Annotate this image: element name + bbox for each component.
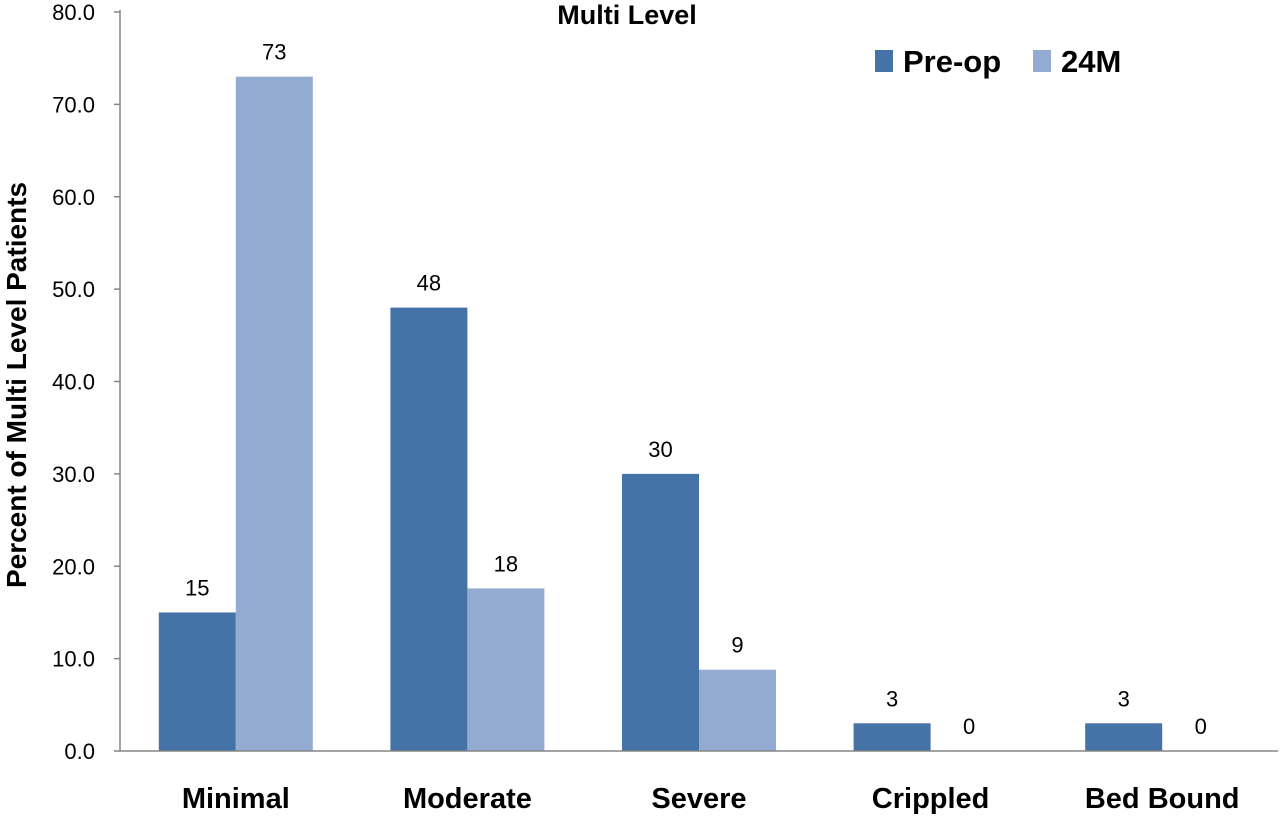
legend-label-24m: 24M bbox=[1061, 44, 1121, 79]
data-label-24m-moderate: 18 bbox=[494, 551, 518, 576]
bar-pre-op-crippled bbox=[853, 723, 931, 751]
data-label-pre-op-moderate: 48 bbox=[417, 271, 441, 296]
data-label-24m-crippled: 0 bbox=[963, 714, 975, 739]
data-label-pre-op-crippled: 3 bbox=[886, 686, 898, 711]
y-tick-label: 60.0 bbox=[52, 185, 95, 210]
data-label-24m-minimal: 73 bbox=[262, 40, 286, 65]
legend-swatch-24m bbox=[1033, 50, 1051, 72]
x-category-minimal: Minimal bbox=[182, 783, 290, 815]
bar-pre-op-bed-bound bbox=[1085, 723, 1163, 751]
y-tick-label: 80.0 bbox=[52, 0, 95, 25]
data-label-pre-op-minimal: 15 bbox=[185, 575, 209, 600]
y-tick-label: 20.0 bbox=[52, 554, 95, 579]
legend-swatch-pre-op bbox=[875, 50, 893, 72]
x-category-severe: Severe bbox=[651, 783, 746, 815]
bar-pre-op-moderate bbox=[390, 307, 468, 751]
bar-pre-op-severe bbox=[622, 473, 699, 751]
data-label-24m-severe: 9 bbox=[731, 633, 743, 658]
y-tick-label: 0.0 bbox=[64, 739, 95, 764]
x-axis-categories: Minimal Moderate Severe Crippled Bed Bound bbox=[182, 783, 1240, 815]
bar-24m-minimal bbox=[235, 76, 313, 752]
x-category-moderate: Moderate bbox=[403, 783, 532, 815]
bar-24m-severe bbox=[699, 669, 776, 751]
y-tick-label: 40.0 bbox=[52, 370, 95, 395]
y-axis-label: Percent of Multi Level Patients bbox=[1, 182, 32, 588]
data-label-pre-op-severe: 30 bbox=[648, 437, 672, 462]
y-tick-label: 50.0 bbox=[52, 277, 95, 302]
legend-label-pre-op: Pre-op bbox=[903, 44, 1001, 79]
y-tick-label: 30.0 bbox=[52, 462, 95, 487]
bar-24m-moderate bbox=[467, 588, 545, 751]
data-label-pre-op-bed-bound: 3 bbox=[1118, 686, 1130, 711]
bar-pre-op-minimal bbox=[158, 612, 236, 751]
y-tick-label: 10.0 bbox=[52, 647, 95, 672]
legend: Pre-op 24M bbox=[875, 44, 1121, 79]
x-category-bed-bound: Bed Bound bbox=[1085, 783, 1240, 815]
data-label-24m-bed-bound: 0 bbox=[1195, 714, 1207, 739]
bars bbox=[158, 76, 1163, 752]
chart-title: Multi Level bbox=[557, 0, 697, 30]
x-category-crippled: Crippled bbox=[872, 783, 990, 815]
y-axis-ticks: 0.0 10.0 20.0 30.0 40.0 50.0 60.0 70.0 80.0 bbox=[52, 0, 120, 764]
y-tick-label: 70.0 bbox=[52, 92, 95, 117]
